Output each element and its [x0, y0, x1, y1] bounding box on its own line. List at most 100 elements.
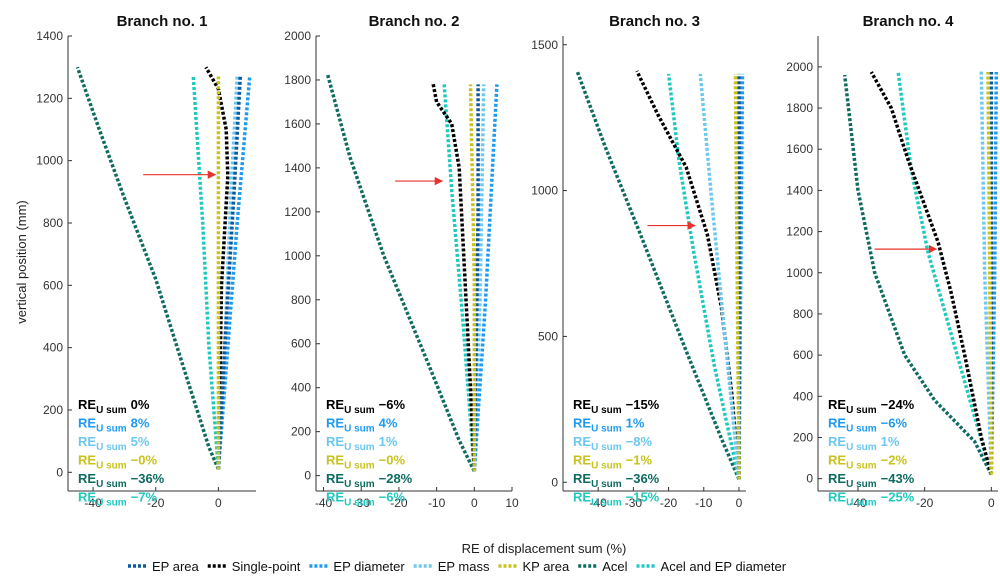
chart-title: Branch no. 2: [369, 13, 460, 30]
re-label-kp-area: REU sum −2%: [828, 453, 907, 472]
legend: EP area Single-point EP diameter EP mass KP …: [128, 559, 787, 574]
y-tick-label: 500: [538, 329, 558, 343]
series-line-kp-area: [733, 73, 741, 480]
re-label-acel: REU sum −36%: [78, 471, 165, 490]
legend-item-ep-diameter: EP diameter: [309, 559, 405, 574]
series-line-ep-area: [216, 76, 243, 470]
y-tick-label: 1800: [284, 73, 311, 87]
y-tick-label: 1000: [786, 266, 813, 280]
series-line-acel: [75, 66, 221, 470]
y-tick-label: 1200: [284, 205, 311, 219]
x-tick-label: -40: [849, 496, 867, 510]
re-label-single-point: REU sum 0%: [78, 397, 150, 416]
re-label-acel-ep-diameter: REU sum −7%: [78, 490, 157, 509]
x-tick-label: -10: [695, 496, 713, 510]
x-tick-label: -40: [315, 496, 333, 510]
chart-panel-3: Branch no. 3 0 500 1000 1500 -40 -30 -20 -10 0 REU…: [531, 13, 746, 510]
series-line-acel: [575, 70, 741, 480]
y-tick-label: 1600: [786, 142, 813, 156]
y-axis-label: vertical position (mm): [14, 200, 29, 324]
y-tick-label: 1000: [36, 154, 63, 168]
x-tick-label: -30: [625, 496, 643, 510]
y-tick-label: 1800: [786, 101, 813, 115]
chart-title: Branch no. 3: [609, 13, 700, 30]
legend-item-acel-ep-diameter: Acel and EP diameter: [636, 559, 787, 574]
x-tick-label: -40: [590, 496, 608, 510]
y-tick-label: 400: [291, 381, 311, 395]
x-tick-label: -30: [353, 496, 371, 510]
re-label-ep-diameter: REU sum 4%: [326, 416, 398, 435]
y-tick-label: 1400: [284, 161, 311, 175]
y-tick-label: 600: [793, 348, 813, 362]
re-label-acel-ep-diameter: REU sum −25%: [828, 490, 915, 509]
series-line-acel-ep-diameter: [191, 76, 221, 470]
x-tick-label: 0: [736, 496, 743, 510]
re-label-single-point: REU sum −15%: [573, 397, 660, 416]
y-tick-label: 800: [291, 293, 311, 307]
x-tick-label: -20: [147, 496, 165, 510]
x-tick-label: -20: [390, 496, 408, 510]
y-tick-label: 1000: [531, 184, 558, 198]
re-label-single-point: REU sum −6%: [326, 397, 405, 416]
y-tick-label: 1200: [36, 91, 63, 105]
legend-label: Acel and EP diameter: [661, 559, 787, 574]
re-label-ep-mass: REU sum 1%: [828, 434, 900, 453]
re-label-kp-area: REU sum −0%: [326, 453, 405, 472]
y-tick-label: 800: [793, 307, 813, 321]
re-label-ep-mass: REU sum 5%: [78, 434, 150, 453]
re-label-single-point: REU sum −24%: [828, 397, 915, 416]
chart-title: Branch no. 4: [863, 13, 955, 30]
re-label-acel-ep-diameter: REU sum −15%: [573, 490, 660, 509]
re-label-acel-ep-diameter: REU sum −6%: [326, 490, 405, 509]
legend-label: EP area: [152, 559, 200, 574]
y-tick-label: 1400: [36, 29, 63, 43]
y-tick-label: 400: [793, 389, 813, 403]
re-label-acel: REU sum −36%: [573, 471, 660, 490]
legend-item-ep-mass: EP mass: [413, 559, 490, 574]
chart-panels: Branch no. 10200400600800100012001400-40…: [36, 13, 999, 510]
series-line-single-point: [869, 71, 993, 475]
chart-title: Branch no. 1: [117, 13, 208, 30]
x-tick-label: -20: [916, 496, 934, 510]
x-tick-label: 0: [471, 496, 478, 510]
series-line-acel-ep-diameter: [666, 73, 741, 480]
y-tick-label: 1400: [786, 183, 813, 197]
y-tick-label: 200: [43, 403, 63, 417]
chart-panel-4: Branch no. 4 0 200 400 600 800 1000 1200 1400 160…: [786, 13, 999, 510]
x-tick-label: 0: [215, 496, 222, 510]
x-axis-label: RE of displacement sum (%): [462, 541, 627, 556]
legend-label: Single-point: [232, 559, 301, 574]
y-tick-label: 600: [291, 337, 311, 351]
x-tick-label: 10: [505, 496, 519, 510]
y-tick-label: 0: [551, 475, 558, 489]
y-tick-label: 1600: [284, 117, 311, 131]
re-label-kp-area: REU sum −0%: [78, 453, 157, 472]
re-label-kp-area: REU sum −1%: [573, 453, 652, 472]
legend-label: EP diameter: [333, 559, 405, 574]
re-label-acel: REU sum −43%: [828, 471, 915, 490]
y-tick-label: 600: [43, 278, 63, 292]
y-tick-label: 1500: [531, 38, 558, 52]
re-label-ep-mass: REU sum 1%: [326, 434, 398, 453]
series-line-ep-mass: [472, 84, 486, 472]
series-line-acel-ep-diameter: [442, 84, 477, 472]
y-tick-label: 2000: [786, 60, 813, 74]
y-tick-label: 0: [806, 472, 813, 486]
re-label-acel: REU sum −28%: [326, 471, 413, 490]
y-tick-label: 0: [304, 469, 311, 483]
series-line-single-point: [431, 81, 477, 472]
series-line-ep-area: [472, 84, 480, 472]
y-tick-label: 200: [793, 430, 813, 444]
y-tick-label: 1200: [786, 225, 813, 239]
re-label-ep-diameter: REU sum 8%: [78, 416, 150, 435]
series-line-ep-diameter: [472, 84, 499, 472]
series-line-acel: [842, 74, 993, 476]
re-label-ep-diameter: REU sum 1%: [573, 416, 645, 435]
legend-label: EP mass: [438, 559, 490, 574]
y-tick-label: 0: [56, 465, 63, 479]
series-line-acel: [325, 72, 476, 472]
series-line-kp-area: [986, 71, 994, 475]
series-line-single-point: [635, 70, 741, 480]
chart-panel-1: Branch no. 1 0 200 400 600 800 1000 1200 1400 -40…: [36, 13, 256, 510]
